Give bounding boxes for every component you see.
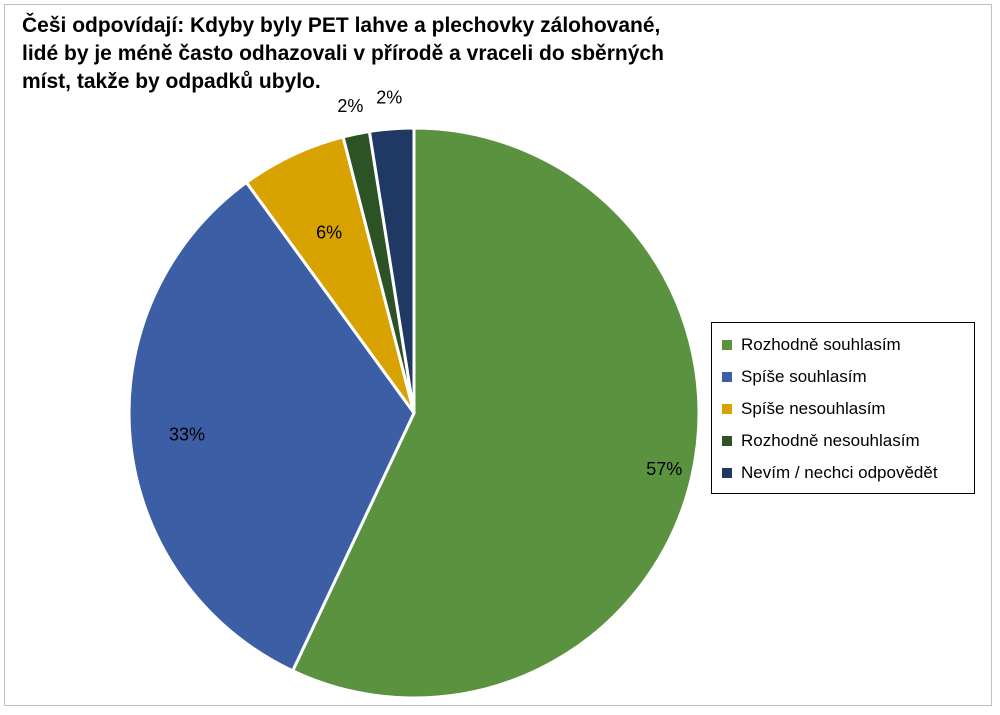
chart-frame <box>4 4 992 706</box>
legend-label: Rozhodně nesouhlasím <box>741 431 920 450</box>
legend-label: Nevím / nechci odpovědět <box>741 463 938 482</box>
chart-title-line-2: lidé by je méně často odhazovali v příro… <box>22 42 664 65</box>
pie-slice-5 <box>367 126 416 414</box>
legend-item-spise-nesouhlasim: Spíše nesouhlasím <box>712 393 974 425</box>
pie-data-label: 2% <box>337 96 363 116</box>
legend-label: Rozhodně souhlasím <box>741 335 901 354</box>
pie-data-label: 33% <box>169 425 205 445</box>
pie-slice-1 <box>290 126 701 700</box>
legend-label: Spíše nesouhlasím <box>741 399 886 418</box>
legend-swatch <box>722 340 732 350</box>
pie-data-labels: 57% 33% 6% 2% 2% <box>169 88 682 479</box>
legend-label: Spíše souhlasím <box>741 367 867 386</box>
legend-item-rozhodne-nesouhlasim: Rozhodně nesouhlasím <box>712 425 974 457</box>
legend-swatch <box>722 404 732 414</box>
pie-slices <box>127 126 701 700</box>
legend-swatch <box>722 372 732 382</box>
legend-swatch <box>722 468 732 478</box>
chart-title-line-1: Češi odpovídají: Kdyby byly PET lahve a … <box>22 14 661 37</box>
legend-swatch <box>722 436 732 446</box>
pie-slice-2 <box>127 180 416 673</box>
chart-title-line-3: míst, takže by odpadků ubylo. <box>22 70 321 93</box>
chart-title: Češi odpovídají: Kdyby byly PET lahve a … <box>22 12 782 96</box>
pie-data-label: 57% <box>646 459 682 479</box>
legend-item-spise-souhlasim: Spíše souhlasím <box>712 361 974 393</box>
legend-item-nevim: Nevím / nechci odpovědět <box>712 457 974 489</box>
pie-data-label: 2% <box>376 88 402 108</box>
pie-data-label: 6% <box>316 223 342 243</box>
chart-legend: Rozhodně souhlasím Spíše souhlasím Spíše… <box>711 322 975 494</box>
legend-item-rozhodne-souhlasim: Rozhodně souhlasím <box>712 329 974 361</box>
